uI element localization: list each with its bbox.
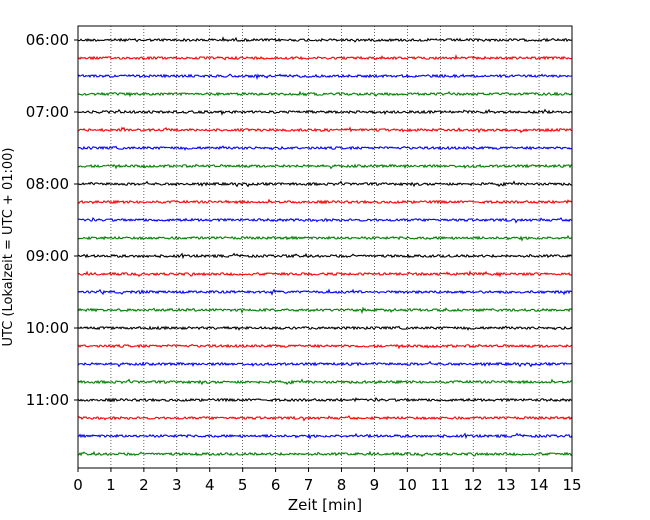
trace-1030 (77, 360, 573, 368)
trace-0845 (77, 234, 573, 242)
x-tick-label: 6 (271, 476, 281, 494)
x-tick-label: 12 (464, 476, 483, 494)
trace-0945 (77, 306, 573, 315)
trace-0630 (77, 73, 573, 81)
trace-1115 (77, 415, 573, 422)
y-axis-ticks: 06:00 07:00 08:00 09:00 10:00 11:00 (26, 31, 78, 409)
x-tick-label: 9 (370, 476, 380, 494)
trace-1130 (77, 432, 573, 440)
y-tick-label: 06:00 (26, 31, 69, 49)
x-tick-label: 4 (205, 476, 215, 494)
trace-1015 (77, 343, 573, 350)
x-tick-label: 11 (431, 476, 450, 494)
x-tick-label: 2 (139, 476, 149, 494)
trace-0800 (77, 180, 573, 188)
x-tick-label: 7 (304, 476, 314, 494)
trace-0930 (77, 288, 573, 296)
trace-0600 (77, 36, 573, 43)
trace-0715 (77, 126, 573, 134)
trace-0745 (77, 163, 573, 170)
trace-0815 (77, 198, 573, 205)
x-axis-label: Zeit [min] (288, 496, 362, 514)
x-tick-label: 5 (238, 476, 248, 494)
trace-1145 (77, 450, 573, 458)
y-tick-label: 07:00 (26, 103, 69, 121)
trace-1045 (77, 378, 573, 386)
trace-0730 (77, 145, 573, 151)
y-tick-label: 10:00 (26, 319, 69, 337)
x-tick-label: 3 (172, 476, 182, 494)
x-tick-label: 13 (497, 476, 516, 494)
y-tick-label: 11:00 (26, 391, 69, 409)
y-axis-label: UTC (Lokalzeit = UTC + 01:00) (1, 148, 16, 347)
trace-0645 (77, 90, 573, 98)
y-tick-label: 09:00 (26, 247, 69, 265)
trace-0700 (77, 108, 573, 116)
seismic-traces (77, 36, 573, 458)
trace-0915 (77, 270, 573, 278)
x-tick-label: 15 (562, 476, 581, 494)
x-axis-ticks: 0 1 2 3 4 5 6 7 8 9 10 11 12 13 14 15 (73, 468, 582, 494)
trace-1100 (77, 397, 573, 403)
x-tick-label: 1 (106, 476, 116, 494)
trace-0900 (77, 252, 573, 260)
x-tick-label: 8 (337, 476, 347, 494)
x-tick-label: 14 (530, 476, 549, 494)
plot-frame (77, 25, 573, 469)
y-tick-label: 08:00 (26, 175, 69, 193)
trace-0830 (77, 217, 573, 224)
x-tick-label: 0 (73, 476, 83, 494)
trace-0615 (77, 54, 573, 61)
x-tick-label: 10 (398, 476, 417, 494)
trace-1000 (77, 325, 573, 331)
